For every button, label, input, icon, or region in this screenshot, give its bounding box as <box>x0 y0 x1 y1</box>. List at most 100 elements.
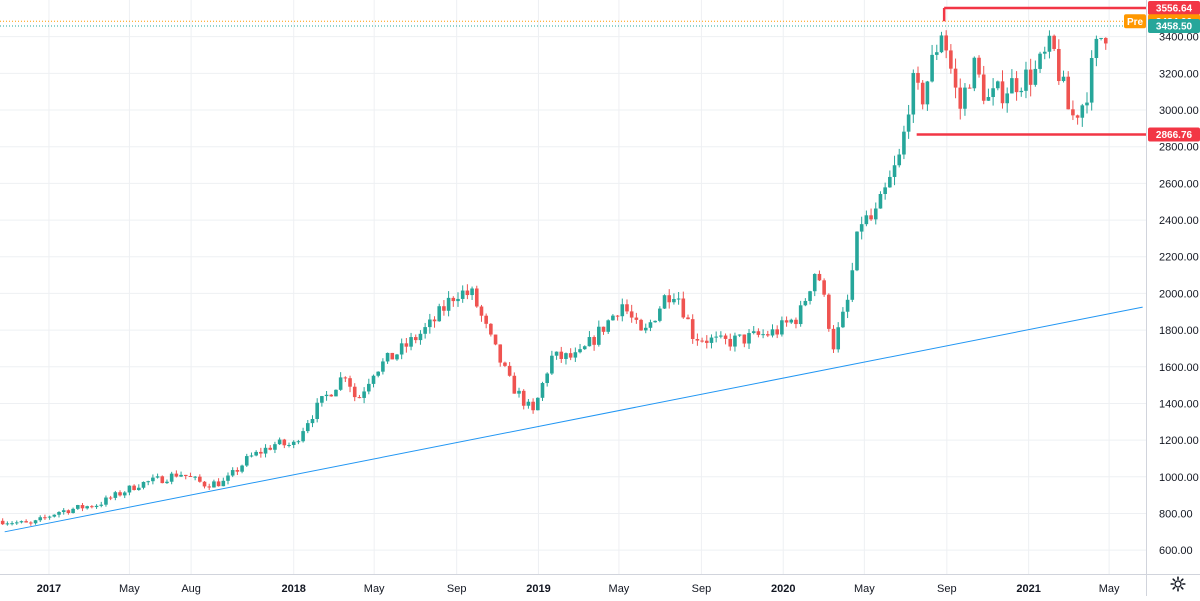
y-tick-label: 2200.00 <box>1159 252 1199 264</box>
candle <box>507 362 512 377</box>
x-tick-label: May <box>1099 583 1120 595</box>
candle <box>446 291 451 317</box>
candle <box>104 495 108 507</box>
candle <box>780 316 784 337</box>
candle <box>428 313 432 334</box>
candle <box>714 331 718 343</box>
candle <box>52 514 57 518</box>
candle <box>873 202 878 225</box>
candle <box>301 427 305 443</box>
candle <box>390 352 395 360</box>
candle <box>568 348 573 361</box>
candle <box>137 484 141 491</box>
candle <box>747 329 751 349</box>
candle <box>625 299 629 315</box>
candle <box>996 80 1000 91</box>
candle <box>75 504 80 510</box>
candle <box>789 318 794 324</box>
candle <box>277 437 282 445</box>
y-tick-label: 1800.00 <box>1159 325 1199 337</box>
x-tick-label: 2017 <box>37 583 61 595</box>
candle <box>963 83 967 116</box>
candle <box>939 31 944 54</box>
candle <box>611 314 615 321</box>
svg-text:3556.64: 3556.64 <box>1156 3 1193 14</box>
candle <box>597 320 601 347</box>
candle <box>0 518 5 525</box>
drawings[interactable] <box>0 6 1146 533</box>
candle <box>972 56 977 92</box>
candle <box>841 307 845 329</box>
trendline[interactable] <box>4 306 1143 533</box>
candle <box>413 334 418 344</box>
candle <box>958 78 963 120</box>
candle <box>639 318 643 331</box>
candle <box>902 125 906 160</box>
candle <box>132 484 136 491</box>
candle <box>198 474 202 483</box>
candle <box>155 473 160 479</box>
candle <box>470 286 474 301</box>
candle <box>1085 92 1089 114</box>
candle <box>944 30 948 59</box>
candle <box>1028 58 1033 97</box>
candle <box>1089 50 1094 111</box>
candle <box>43 514 47 520</box>
candle <box>71 507 75 514</box>
candle <box>348 375 352 393</box>
candle <box>658 306 662 323</box>
candle <box>634 312 639 324</box>
candle <box>404 338 409 353</box>
candle <box>334 389 338 397</box>
candle <box>643 323 648 334</box>
candle <box>606 319 611 334</box>
candle <box>888 170 892 188</box>
candle <box>343 376 348 383</box>
candle <box>756 328 761 338</box>
candle <box>1094 35 1099 67</box>
y-tick-label: 3200.00 <box>1159 68 1199 80</box>
x-tick-label: Aug <box>181 583 201 595</box>
candle <box>892 155 897 186</box>
candle <box>5 521 10 526</box>
candle <box>1000 70 1005 109</box>
candle <box>723 333 728 345</box>
candle <box>1066 71 1071 110</box>
x-tick-label: May <box>854 583 875 595</box>
candle <box>1103 37 1108 50</box>
candle <box>916 66 920 90</box>
candle <box>967 84 972 89</box>
candle <box>620 298 625 322</box>
candle <box>573 347 578 362</box>
candle <box>648 319 653 332</box>
candle <box>667 289 672 309</box>
y-tick-label: 2400.00 <box>1159 215 1199 227</box>
candle <box>113 490 118 501</box>
candle <box>432 316 437 328</box>
candle <box>503 361 507 368</box>
candle <box>953 58 958 99</box>
candle <box>291 440 296 449</box>
candle <box>977 55 981 78</box>
candle <box>601 326 606 335</box>
candle <box>320 395 324 407</box>
candle <box>212 479 216 488</box>
candle <box>371 374 376 388</box>
candle <box>479 304 484 322</box>
svg-text:Pre: Pre <box>1127 17 1144 28</box>
candle <box>859 216 864 240</box>
svg-text:2866.76: 2866.76 <box>1156 130 1193 141</box>
candle <box>737 334 742 338</box>
level-badge-upper: 3556.64 <box>1148 0 1200 15</box>
candle <box>329 394 334 397</box>
candle <box>90 505 94 509</box>
candle <box>193 476 197 481</box>
x-tick-label: May <box>364 583 385 595</box>
candle <box>1052 34 1056 52</box>
y-tick-label: 600.00 <box>1159 545 1193 557</box>
candle <box>1080 103 1085 127</box>
settings-gear-icon[interactable] <box>1170 576 1186 592</box>
